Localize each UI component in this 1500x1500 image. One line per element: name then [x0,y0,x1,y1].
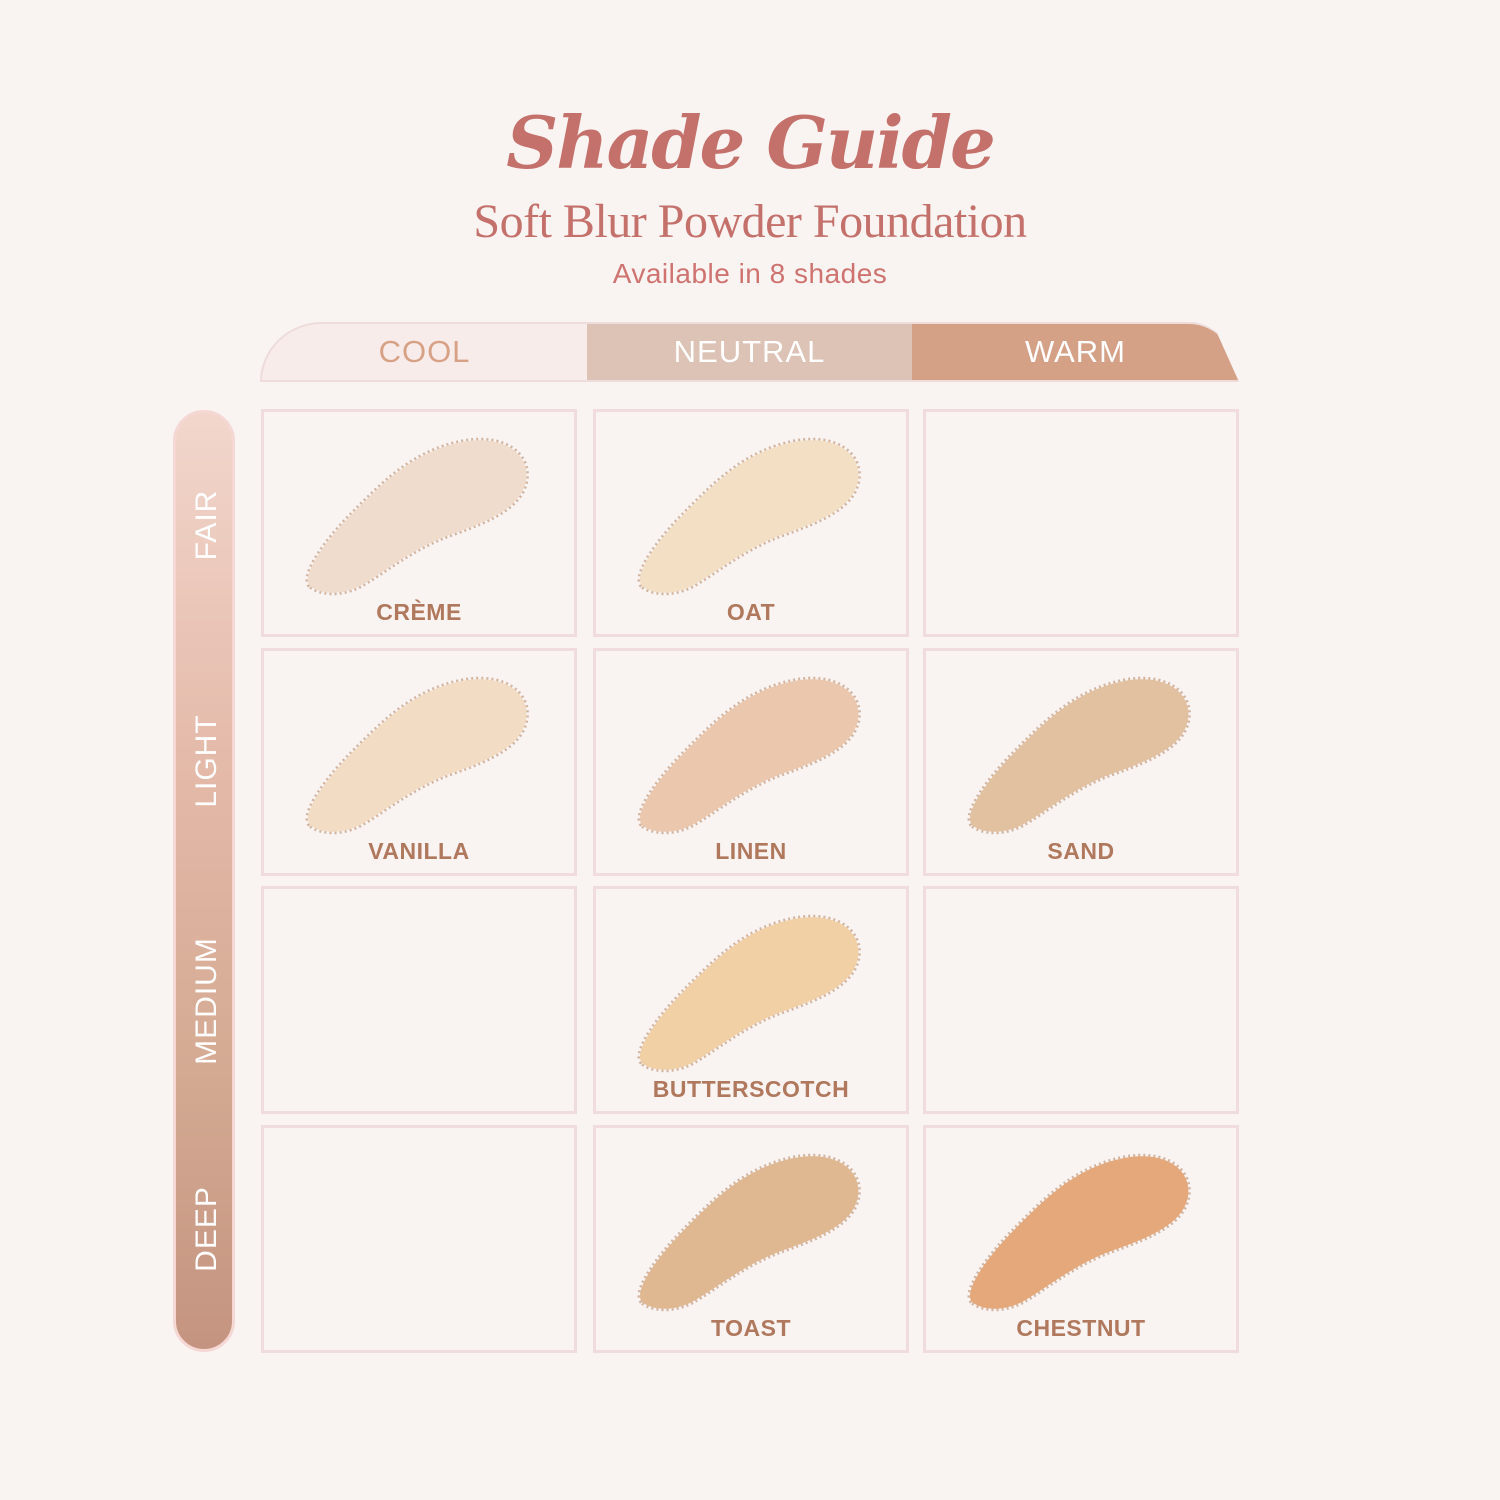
swatch-fill [308,440,527,593]
undertone-neutral: NEUTRAL [587,322,912,382]
swatch-fill [308,679,527,832]
empty-cell [261,1125,577,1353]
shade-swatch [637,676,861,835]
shade-cell[interactable]: LINEN [593,648,909,876]
depth-medium: MEDIUM [190,937,223,1065]
availability-text: Available in 8 shades [612,258,888,289]
shade-name: TOAST [710,1315,792,1341]
shade-cell[interactable]: BUTTERSCOTCH [593,886,909,1114]
shade-swatch [967,1153,1191,1312]
shade-name: VANILLA [368,838,470,864]
shade-cell[interactable]: OAT [593,409,909,637]
swatch-fill [640,917,859,1070]
depth-scale: FAIR LIGHT MEDIUM DEEP [173,410,235,1352]
swatch-fill [970,679,1189,832]
shade-swatch [637,437,861,596]
shade-name: BUTTERSCOTCH [652,1076,850,1102]
swatch-fill [640,1156,859,1309]
shade-cell[interactable]: VANILLA [261,648,577,876]
depth-fair: FAIR [190,489,223,561]
depth-light: LIGHT [190,714,223,808]
undertone-header: COOL NEUTRAL WARM [260,322,1239,384]
shade-name: OAT [726,599,776,625]
shade-name: CHESTNUT [1016,1315,1146,1341]
shade-name: SAND [1047,838,1115,864]
undertone-cool: COOL [260,322,587,382]
shade-swatch [637,1153,861,1312]
shade-name: CRÈME [376,599,462,625]
shade-cell[interactable]: TOAST [593,1125,909,1353]
depth-deep: DEEP [190,1186,223,1272]
empty-cell [261,886,577,1114]
empty-cell [923,886,1239,1114]
empty-cell [923,409,1239,637]
shade-swatch [305,676,529,835]
swatch-fill [970,1156,1189,1309]
shade-name: LINEN [715,838,787,864]
shade-swatch [305,437,529,596]
undertone-warm: WARM [912,322,1239,382]
page-title: Shade Guide [506,100,996,185]
shade-swatch [637,914,861,1073]
swatch-fill [640,440,859,593]
shade-cell[interactable]: SAND [923,648,1239,876]
swatch-fill [640,679,859,832]
product-name: Soft Blur Powder Foundation [473,195,1027,248]
shade-cell[interactable]: CRÈME [261,409,577,637]
shade-cell[interactable]: CHESTNUT [923,1125,1239,1353]
shade-swatch [967,676,1191,835]
